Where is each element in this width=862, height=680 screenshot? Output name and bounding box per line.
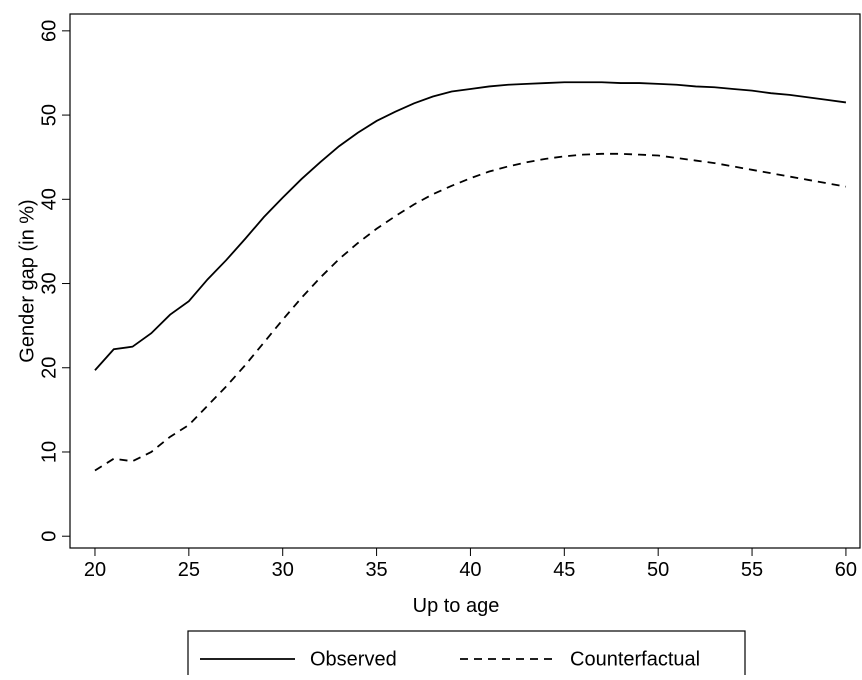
x-tick-label: 55: [741, 559, 763, 581]
line-series: [94, 81, 847, 371]
y-tick-label: 60: [38, 20, 60, 42]
x-axis-title: Up to age: [413, 595, 500, 617]
y-tick-label: 10: [38, 441, 60, 463]
plot-frame: [69, 13, 861, 549]
y-tick-label: 0: [38, 531, 60, 542]
line-series: [94, 152, 847, 472]
y-axis-title: Gender gap (in %): [16, 199, 38, 362]
x-tick-label: 35: [365, 559, 387, 581]
x-tick-label: 50: [647, 559, 669, 581]
x-tick-label: 60: [835, 559, 857, 581]
x-tick-label: 45: [553, 559, 575, 581]
legend-label: Counterfactual: [570, 648, 700, 670]
x-tick-label: 30: [272, 559, 294, 581]
y-tick-label: 40: [38, 188, 60, 210]
y-tick-label: 50: [38, 104, 60, 126]
legend-box: [187, 630, 746, 680]
x-tick-label: 20: [84, 559, 106, 581]
y-tick-label: 30: [38, 272, 60, 294]
x-tick-label: 40: [459, 559, 481, 581]
legend-label: Observed: [310, 648, 397, 670]
y-tick-label: 20: [38, 357, 60, 379]
x-tick-label: 25: [178, 559, 200, 581]
